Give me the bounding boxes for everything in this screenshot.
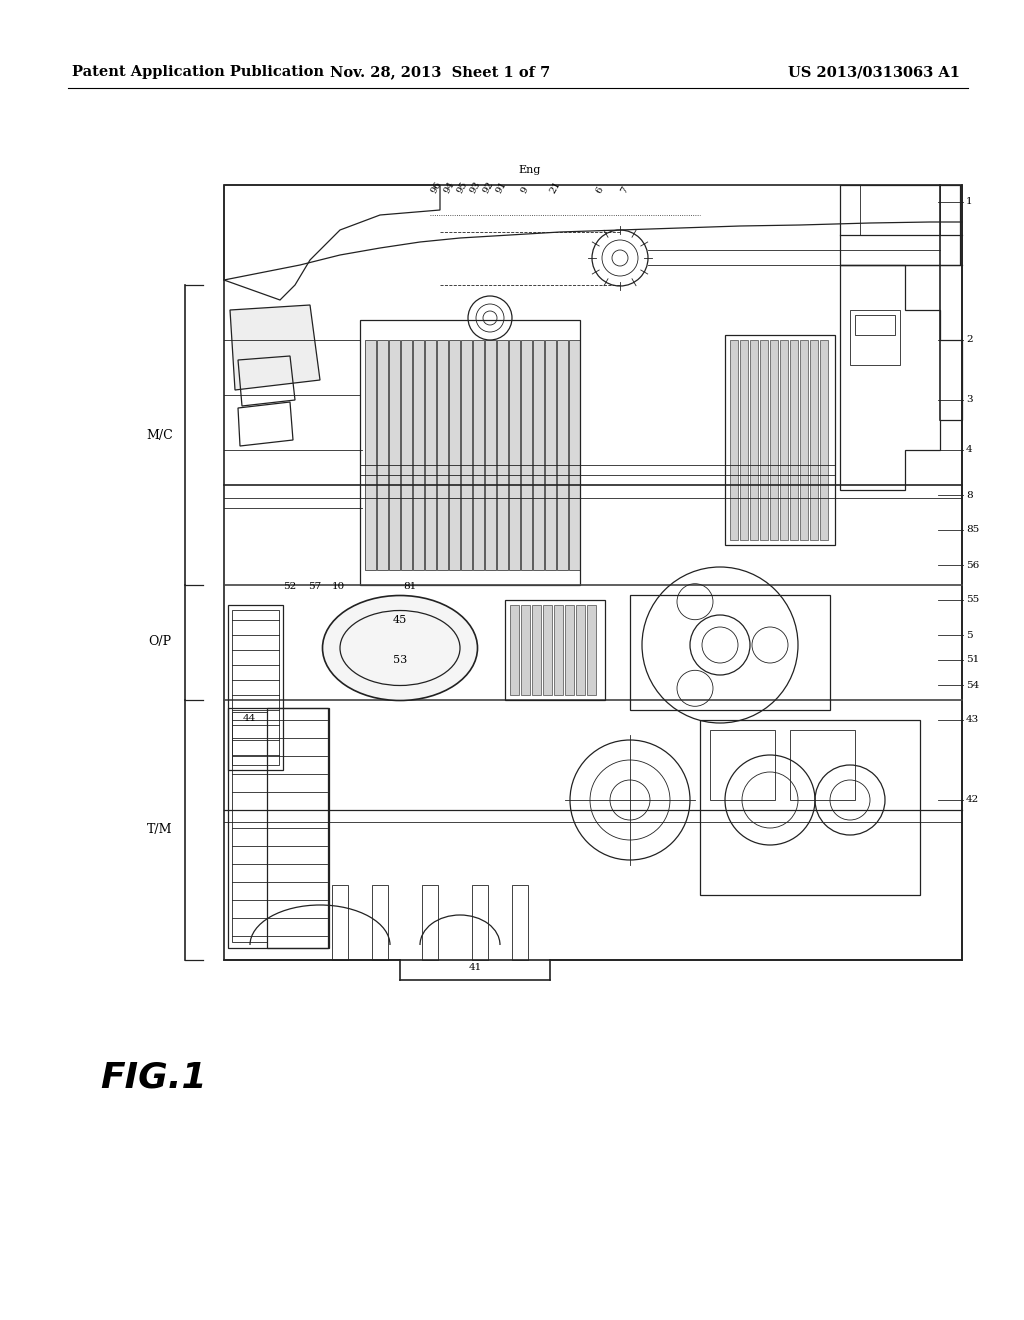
Text: 6: 6	[595, 185, 605, 195]
Bar	[461, 341, 472, 570]
Bar	[630, 595, 830, 710]
Bar	[543, 605, 552, 696]
Text: FIG.1: FIG.1	[100, 1060, 207, 1094]
Bar	[232, 610, 279, 766]
Text: 94: 94	[442, 180, 456, 195]
Bar	[532, 605, 541, 696]
Bar	[473, 341, 484, 570]
Text: 51: 51	[966, 656, 979, 664]
Text: T/M: T/M	[147, 824, 173, 837]
Bar	[377, 341, 388, 570]
Text: O/P: O/P	[148, 635, 172, 648]
Bar	[800, 341, 808, 540]
Text: 53: 53	[393, 655, 408, 665]
Bar	[365, 341, 376, 570]
Text: 8: 8	[966, 491, 973, 499]
Bar	[545, 341, 556, 570]
Bar	[228, 605, 283, 770]
Text: 54: 54	[966, 681, 979, 689]
Bar	[422, 884, 438, 960]
Polygon shape	[230, 305, 319, 389]
Bar	[554, 605, 563, 696]
Bar	[228, 708, 328, 948]
Bar	[840, 185, 961, 265]
Bar	[401, 341, 412, 570]
Bar	[730, 341, 738, 540]
Bar	[710, 730, 775, 800]
Text: Nov. 28, 2013  Sheet 1 of 7: Nov. 28, 2013 Sheet 1 of 7	[330, 65, 550, 79]
Bar	[750, 341, 758, 540]
Bar	[565, 605, 574, 696]
Text: Eng: Eng	[519, 165, 542, 176]
Bar	[224, 185, 962, 960]
Bar	[740, 341, 748, 540]
Text: 45: 45	[393, 615, 408, 624]
Text: 57: 57	[308, 582, 322, 591]
Bar	[389, 341, 400, 570]
Ellipse shape	[323, 595, 477, 701]
Bar	[569, 341, 580, 570]
Text: Patent Application Publication: Patent Application Publication	[72, 65, 324, 79]
Bar	[760, 341, 768, 540]
Text: 55: 55	[966, 595, 979, 605]
Bar	[521, 341, 532, 570]
Text: 9: 9	[519, 185, 530, 195]
Bar	[497, 341, 508, 570]
Bar	[472, 884, 488, 960]
Text: 7: 7	[620, 185, 631, 195]
Bar	[413, 341, 424, 570]
Text: M/C: M/C	[146, 429, 173, 441]
Text: 85: 85	[966, 525, 979, 535]
Text: 96: 96	[429, 180, 443, 195]
Bar	[425, 341, 436, 570]
Bar	[700, 719, 920, 895]
Text: 42: 42	[966, 796, 979, 804]
Text: 5: 5	[966, 631, 973, 639]
Bar	[860, 185, 940, 235]
Bar	[557, 341, 568, 570]
Text: 2: 2	[966, 335, 973, 345]
Bar	[587, 605, 596, 696]
Text: 1: 1	[966, 198, 973, 206]
Bar	[521, 605, 530, 696]
Bar	[372, 884, 388, 960]
Bar	[725, 335, 835, 545]
Bar	[449, 341, 460, 570]
Text: 91: 91	[494, 180, 508, 195]
Text: 3: 3	[966, 396, 973, 404]
Bar	[790, 341, 798, 540]
Text: 4: 4	[966, 446, 973, 454]
Text: 95: 95	[455, 180, 469, 195]
Text: 41: 41	[468, 964, 481, 972]
Bar	[485, 341, 496, 570]
Text: 81: 81	[403, 582, 417, 591]
Bar	[437, 341, 449, 570]
Bar	[820, 341, 828, 540]
Bar	[534, 341, 544, 570]
Bar	[510, 605, 519, 696]
Bar	[855, 315, 895, 335]
Text: US 2013/0313063 A1: US 2013/0313063 A1	[788, 65, 961, 79]
Bar	[332, 884, 348, 960]
Bar	[770, 341, 778, 540]
Bar	[780, 341, 788, 540]
Text: 93: 93	[468, 180, 482, 195]
Bar	[360, 319, 580, 585]
Bar	[505, 601, 605, 700]
Bar	[575, 605, 585, 696]
Bar	[790, 730, 855, 800]
Text: 44: 44	[243, 714, 256, 723]
Text: 21: 21	[548, 180, 562, 195]
Bar	[810, 341, 818, 540]
Bar	[232, 711, 267, 942]
Bar	[512, 884, 528, 960]
Text: 56: 56	[966, 561, 979, 569]
Text: 43: 43	[966, 715, 979, 725]
Bar	[509, 341, 520, 570]
Text: 92: 92	[481, 180, 495, 195]
Bar	[267, 708, 329, 948]
Bar	[850, 310, 900, 366]
Text: 52: 52	[284, 582, 297, 591]
Text: 10: 10	[332, 582, 345, 591]
